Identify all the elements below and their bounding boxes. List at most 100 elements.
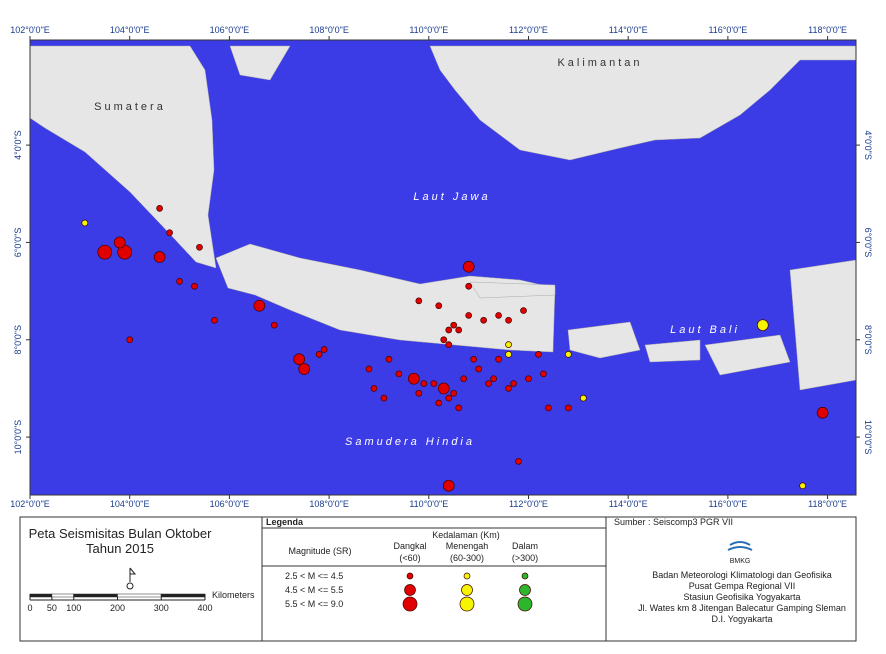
earthquake (191, 282, 198, 290)
earthquake (510, 380, 517, 387)
earthquake (298, 363, 311, 375)
earthquake (153, 251, 166, 263)
earthquake (480, 316, 487, 324)
lon-tick-label: 114°0'0"E (609, 499, 648, 509)
lon-tick-label: 110°0'0"E (409, 499, 448, 509)
depth-range: (>300) (512, 553, 538, 563)
earthquake (756, 319, 769, 332)
legend-heading: Magnitude (SR) (288, 546, 351, 556)
earthquake (320, 346, 328, 353)
earthquake (156, 205, 163, 212)
earthquake (505, 385, 512, 392)
earthquake (166, 229, 173, 237)
scale-seg (161, 593, 206, 598)
lat-tick-label: 8°0'0"S (13, 325, 23, 355)
legend-symbol (521, 572, 529, 580)
earthquake (385, 355, 393, 363)
magnitude-class: 5.5 < M <= 9.0 (285, 599, 343, 609)
earthquake (380, 394, 388, 402)
agency-line: Jl. Wates km 8 Jitengan Balecatur Gampin… (638, 603, 846, 613)
earthquake (415, 389, 423, 397)
legend-frame (19, 516, 857, 642)
lon-tick-label: 118°0'0"E (808, 499, 847, 509)
earthquake (540, 370, 547, 378)
earthquake (450, 321, 458, 329)
depth-range: (<60) (399, 553, 420, 563)
earthquake (97, 244, 113, 260)
place-name: Samudera Hindia (345, 436, 475, 448)
earthquake (495, 355, 502, 363)
place-name: Laut Jawa (413, 191, 490, 203)
earthquake (545, 404, 552, 412)
lat-tick-label: 4°0'0"S (863, 130, 873, 160)
scale-seg (73, 593, 118, 598)
earthquake (445, 341, 453, 348)
scale-label: 200 (110, 603, 125, 613)
earthquake (460, 375, 468, 383)
place-name: Sumatera (94, 101, 166, 113)
earthquake (465, 312, 473, 319)
scale-unit: Kilometers (212, 590, 255, 600)
earthquake (440, 336, 448, 344)
earthquake (490, 375, 497, 383)
earthquake (211, 316, 218, 324)
earthquake (270, 321, 278, 329)
earthquake (475, 365, 482, 373)
earthquake (505, 351, 512, 358)
lat-tick-label: 6°0'0"S (863, 228, 873, 258)
agency-line: Stasiun Geofisika Yogyakarta (683, 592, 800, 602)
earthquake (565, 404, 572, 412)
agency-line: Badan Meteorologi Klimatologi dan Geofis… (652, 570, 832, 580)
legend-symbol (402, 596, 418, 612)
earthquake (579, 394, 587, 402)
lat-tick-label: 4°0'0"S (13, 130, 23, 160)
lat-tick-label: 8°0'0"S (863, 325, 873, 355)
lon-tick-label: 114°0'0"E (609, 25, 648, 35)
earthquake (565, 351, 572, 358)
earthquake (113, 236, 126, 249)
earthquake (365, 365, 373, 373)
earthquake (455, 404, 463, 412)
lon-tick-label: 104°0'0"E (110, 25, 150, 35)
earthquake (505, 316, 512, 324)
lon-tick-label: 112°0'0"E (509, 25, 548, 35)
earthquake (442, 479, 455, 492)
events (81, 205, 829, 492)
agency: Badan Meteorologi Klimatologi dan Geofis… (638, 570, 846, 624)
earthquake (407, 372, 420, 385)
north-arrow (126, 582, 134, 590)
lon-tick-label: 106°0'0"E (210, 25, 250, 35)
scale-label: 100 (66, 603, 81, 613)
depth-range: (60-300) (450, 553, 484, 563)
lon-tick-label: 118°0'0"E (808, 25, 847, 35)
lat-tick-label: 6°0'0"S (13, 228, 23, 258)
legend-symbol (406, 572, 414, 580)
place-name: Laut Bali (670, 324, 740, 336)
magnitude-class: 4.5 < M <= 5.5 (285, 585, 343, 595)
earthquake (445, 326, 453, 334)
earthquake (462, 260, 475, 273)
legend-symbol (404, 584, 416, 596)
earthquake (445, 394, 453, 402)
earthquake (465, 282, 473, 290)
scale-seg (29, 593, 53, 598)
lon-tick-label: 108°0'0"E (309, 25, 349, 35)
legend-symbol (461, 584, 473, 596)
earthquake (437, 382, 450, 395)
earthquake (430, 380, 438, 387)
lon-tick-label: 108°0'0"E (309, 499, 349, 509)
earthquake (525, 375, 532, 383)
earthquake (196, 243, 203, 251)
title: Tahun 2015 (86, 541, 154, 556)
earthquake (520, 307, 527, 314)
map-frame (29, 39, 857, 496)
lon-tick-label: 112°0'0"E (509, 499, 548, 509)
earthquake (420, 380, 428, 387)
depth-name: Dalam (512, 541, 538, 551)
legend-symbol (517, 596, 533, 612)
lon-tick-label: 110°0'0"E (409, 25, 448, 35)
earthquake (799, 482, 807, 490)
earthquake (535, 351, 542, 358)
depth-name: Menengah (446, 541, 489, 551)
earthquake (126, 336, 134, 344)
